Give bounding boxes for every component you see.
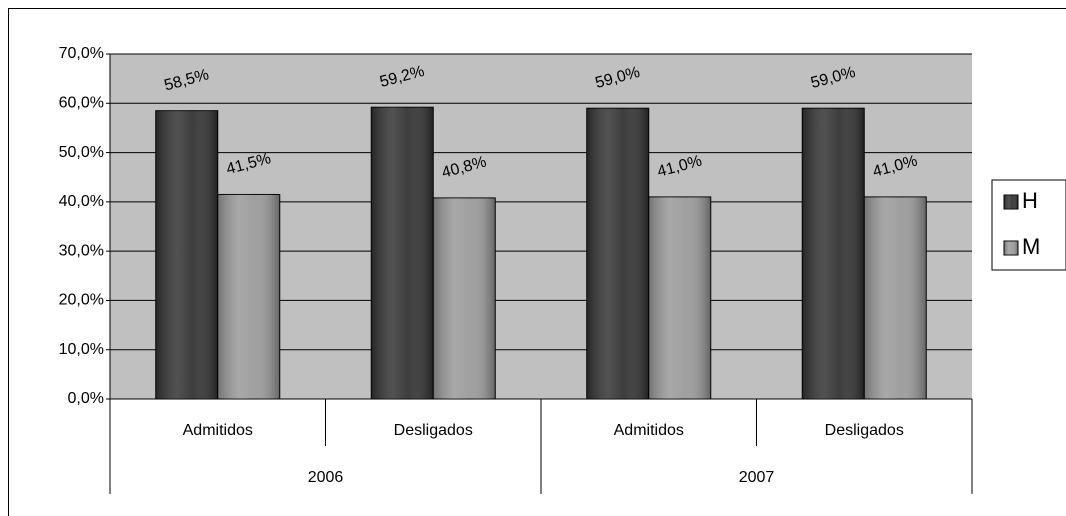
bar-shade	[864, 196, 927, 399]
x-tick-label: Desligados	[394, 422, 473, 439]
y-tick-label: 40,0%	[59, 193, 104, 210]
y-tick-label: 50,0%	[59, 144, 104, 161]
legend-label: H	[1022, 188, 1038, 213]
x-tick-label: Admitidos	[183, 422, 253, 439]
group-label: 2007	[739, 469, 775, 486]
bar-shade	[217, 194, 280, 399]
chart-border	[8, 8, 1066, 516]
y-tick-label: 60,0%	[59, 95, 104, 112]
y-tick-label: 0,0%	[68, 390, 104, 407]
bar-shade	[155, 110, 218, 399]
y-tick-label: 20,0%	[59, 292, 104, 309]
legend-label: M	[1022, 234, 1040, 259]
legend-swatch-shade	[1004, 241, 1018, 255]
x-tick-label: Admitidos	[614, 422, 684, 439]
x-tick-label: Desligados	[825, 422, 904, 439]
bar-shade	[433, 197, 496, 399]
bar-shade	[648, 196, 711, 399]
y-tick-label: 70,0%	[59, 45, 104, 62]
bar-shade	[586, 108, 649, 399]
group-label: 2006	[308, 469, 344, 486]
y-tick-label: 30,0%	[59, 242, 104, 259]
bar-shade	[371, 107, 434, 399]
y-tick-label: 10,0%	[59, 341, 104, 358]
bar-shade	[802, 108, 865, 399]
legend-swatch-shade	[1004, 195, 1018, 209]
